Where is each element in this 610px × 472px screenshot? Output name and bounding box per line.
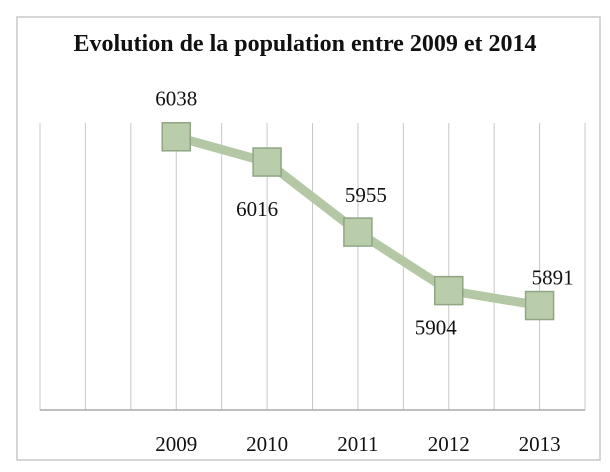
marker [343,217,373,247]
data-label: 5891 [532,265,574,289]
data-label: 6016 [236,197,278,221]
data-label: 5904 [415,315,458,339]
chart-border [16,16,601,461]
x-tick-label: 2011 [337,432,378,456]
x-tick-label: 2009 [155,432,197,456]
marker [161,122,191,152]
marker [434,275,464,306]
x-tick-label: 2010 [246,432,288,456]
data-label: 6038 [155,87,197,111]
x-tick-label: 2013 [519,432,561,456]
marker [252,147,282,177]
marker [524,290,555,321]
chart-title: Evolution de la population entre 2009 et… [73,31,537,57]
x-tick-label: 2012 [428,432,470,456]
data-label: 5955 [345,183,387,207]
